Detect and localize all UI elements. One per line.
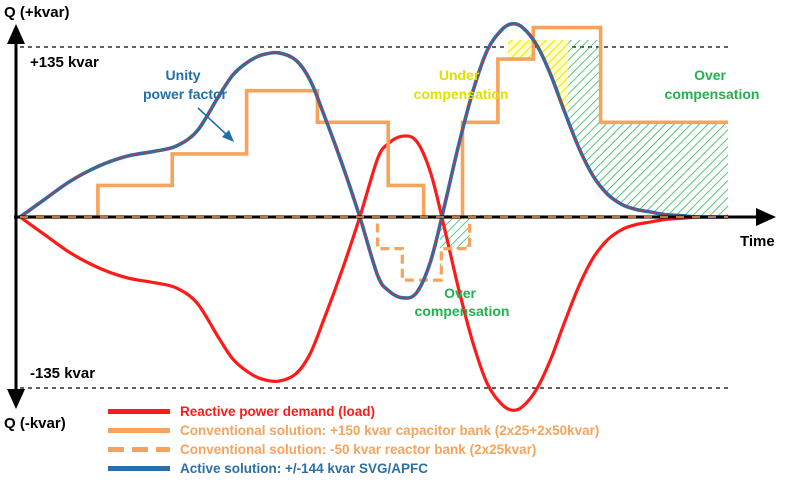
series-capacitor-bank-line [20,25,728,219]
annotation-over-bottom: Over compensation [415,285,510,319]
legend-label-reactor-bank: Conventional solution: -50 kvar reactor … [180,442,537,457]
legend-label-capacitor-bank: Conventional solution: +150 kvar capacit… [180,423,600,438]
legend-label-demand: Reactive power demand (load) [180,404,376,419]
legend-swatch-capacitor-bank [108,428,170,433]
series-reactor-bank-line [20,215,728,282]
series-demand-line [19,134,729,412]
legend: Reactive power demand (load) Conventiona… [108,402,748,478]
legend-item-demand: Reactive power demand (load) [108,402,748,421]
y-axis-arrow-down [7,389,25,409]
y-label-top: Q (+kvar) [4,4,69,21]
legend-label-active-solution: Active solution: +/-144 kvar SVG/APFC [180,461,428,476]
annotation-unity-pointer-head [222,130,234,142]
annotation-unity-pointer [197,107,229,137]
series-active-solution-dots [19,22,729,299]
legend-item-reactor-bank: Conventional solution: -50 kvar reactor … [108,440,748,459]
x-axis-arrow [756,208,776,226]
annotation-over-top: Over compensation [665,67,760,102]
legend-item-capacitor-bank: Conventional solution: +150 kvar capacit… [108,421,748,440]
annotation-under: Under compensation [414,67,509,102]
ref-label-plus135: +135 kvar [30,54,99,71]
legend-swatch-reactor-bank [108,447,170,452]
legend-item-active-solution: Active solution: +/-144 kvar SVG/APFC [108,459,748,478]
area-over-compensation-top [568,40,728,218]
y-axis-arrow-up [7,24,25,44]
y-label-bottom: Q (-kvar) [4,415,66,432]
legend-swatch-active-solution [108,466,170,471]
annotation-unity: Unity power factor [143,67,228,102]
legend-swatch-demand [108,409,170,414]
ref-label-minus135: -135 kvar [30,365,95,382]
x-axis-label: Time [740,233,775,250]
